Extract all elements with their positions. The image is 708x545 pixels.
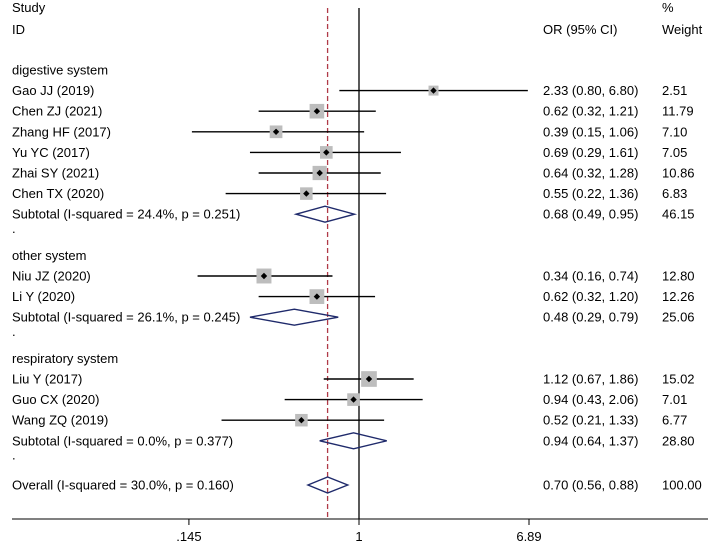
study-label: Zhai SY (2021) xyxy=(12,166,99,181)
point-estimate xyxy=(430,87,437,94)
header-id: ID xyxy=(12,22,25,37)
study-or-ci: 0.34 (0.16, 0.74) xyxy=(543,269,638,284)
point-estimate xyxy=(323,149,330,156)
overall-diamond xyxy=(306,476,350,494)
study-label: Chen TX (2020) xyxy=(12,186,104,201)
study-weight: 6.77 xyxy=(662,413,687,428)
point-estimate xyxy=(260,272,268,280)
study-label: Guo CX (2020) xyxy=(12,392,99,407)
overall-label: Overall (I-squared = 30.0%, p = 0.160) xyxy=(12,478,234,493)
point-estimate xyxy=(303,190,310,197)
study-or-ci: 0.62 (0.32, 1.20) xyxy=(543,289,638,304)
header-percent: % xyxy=(662,0,674,15)
study-weight: 10.86 xyxy=(662,166,695,181)
subtotal-weight: 46.15 xyxy=(662,207,695,222)
group-label: other system xyxy=(12,248,86,263)
subtotal-weight: 28.80 xyxy=(662,433,695,448)
group-separator: . xyxy=(12,221,16,236)
x-tick-label: 6.89 xyxy=(516,529,541,544)
subtotal-or-ci: 0.68 (0.49, 0.95) xyxy=(543,207,638,222)
point-estimate xyxy=(272,128,280,135)
study-label: Chen ZJ (2021) xyxy=(12,104,102,119)
subtotal-diamond xyxy=(293,205,358,223)
study-weight: 11.79 xyxy=(662,104,694,119)
subtotal-or-ci: 0.94 (0.64, 1.37) xyxy=(543,433,638,448)
subtotal-diamond xyxy=(249,308,339,326)
study-weight: 7.05 xyxy=(662,145,687,160)
group-label: respiratory system xyxy=(12,351,118,366)
subtotal-label: Subtotal (I-squared = 0.0%, p = 0.377) xyxy=(12,433,233,448)
header-weight: Weight xyxy=(662,22,703,37)
header-or-ci: OR (95% CI) xyxy=(543,22,617,37)
study-weight: 7.01 xyxy=(662,392,687,407)
point-estimate xyxy=(298,417,305,424)
study-or-ci: 0.55 (0.22, 1.36) xyxy=(543,186,638,201)
point-estimate xyxy=(313,293,321,300)
study-or-ci: 0.52 (0.21, 1.33) xyxy=(543,413,638,428)
study-or-ci: 1.12 (0.67, 1.86) xyxy=(543,372,638,387)
header-study: Study xyxy=(12,0,46,15)
point-estimate xyxy=(313,108,321,115)
study-label: Niu JZ (2020) xyxy=(12,269,91,284)
subtotal-label: Subtotal (I-squared = 26.1%, p = 0.245) xyxy=(12,310,240,325)
study-label: Yu YC (2017) xyxy=(12,145,90,160)
group-separator: . xyxy=(12,447,16,462)
point-estimate xyxy=(365,375,373,383)
subtotal-diamond xyxy=(319,432,387,450)
study-label: Liu Y (2017) xyxy=(12,372,82,387)
study-or-ci: 0.64 (0.32, 1.28) xyxy=(543,166,638,181)
study-label: Wang ZQ (2019) xyxy=(12,413,108,428)
study-weight: 2.51 xyxy=(662,83,687,98)
study-or-ci: 2.33 (0.80, 6.80) xyxy=(543,83,638,98)
subtotal-or-ci: 0.48 (0.29, 0.79) xyxy=(543,310,638,325)
study-or-ci: 0.39 (0.15, 1.06) xyxy=(543,124,638,139)
overall-weight: 100.00 xyxy=(662,478,702,493)
group-label: digestive system xyxy=(12,63,108,78)
study-weight: 6.83 xyxy=(662,186,687,201)
study-weight: 12.26 xyxy=(662,289,695,304)
x-tick-label: .145 xyxy=(176,529,201,544)
study-label: Li Y (2020) xyxy=(12,289,75,304)
subtotal-weight: 25.06 xyxy=(662,310,695,325)
study-label: Gao JJ (2019) xyxy=(12,83,94,98)
x-tick-label: 1 xyxy=(355,529,362,544)
point-estimate xyxy=(350,396,357,403)
study-or-ci: 0.62 (0.32, 1.21) xyxy=(543,104,638,119)
overall-or-ci: 0.70 (0.56, 0.88) xyxy=(543,478,638,493)
study-label: Zhang HF (2017) xyxy=(12,124,111,139)
study-weight: 12.80 xyxy=(662,269,695,284)
study-or-ci: 0.69 (0.29, 1.61) xyxy=(543,145,638,160)
study-or-ci: 0.94 (0.43, 2.06) xyxy=(543,392,638,407)
point-estimate xyxy=(316,169,323,177)
study-weight: 15.02 xyxy=(662,372,695,387)
group-separator: . xyxy=(12,324,16,339)
subtotal-label: Subtotal (I-squared = 24.4%, p = 0.251) xyxy=(12,207,240,222)
study-weight: 7.10 xyxy=(662,124,687,139)
